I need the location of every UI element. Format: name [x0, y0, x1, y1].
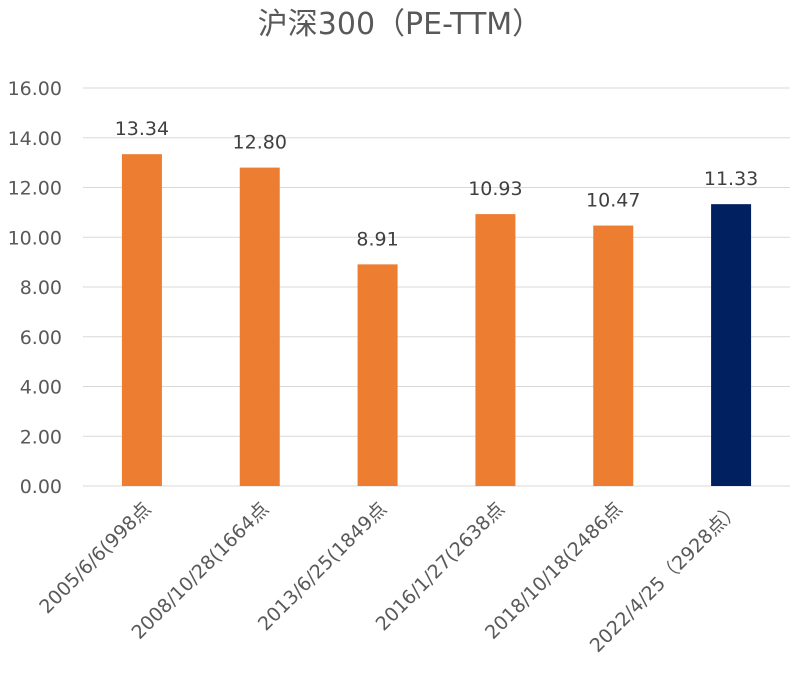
y-tick-label: 12.00 — [8, 178, 62, 200]
data-label: 8.91 — [356, 228, 398, 250]
y-tick-label: 4.00 — [20, 377, 62, 399]
y-tick-label: 16.00 — [8, 78, 62, 100]
bar — [475, 214, 516, 486]
y-tick-label: 8.00 — [20, 277, 62, 299]
data-label: 12.80 — [233, 132, 287, 154]
bar — [593, 225, 634, 486]
y-tick-label: 0.00 — [20, 476, 62, 498]
y-tick-label: 2.00 — [20, 426, 62, 448]
bar — [121, 154, 162, 487]
data-label: 10.93 — [468, 178, 522, 200]
x-category-label: 2008/10/28(1664点 — [127, 498, 273, 644]
y-axis-ticks: 0.00 2.00 4.00 6.00 8.00 10.00 12.00 14.00 16.00 — [8, 78, 62, 498]
data-labels: 13.34 12.80 8.91 10.93 10.47 11.33 — [115, 118, 759, 250]
bar — [239, 167, 280, 486]
x-category-label: 2005/6/6(998点 — [35, 498, 155, 618]
bar — [711, 204, 752, 486]
y-tick-label: 14.00 — [8, 128, 62, 150]
x-category-label: 2013/6/25(1849点 — [254, 498, 391, 635]
x-category-label: 2016/1/27(2638点 — [372, 498, 509, 635]
chart-title: 沪深300（PE-TTM） — [258, 7, 542, 42]
y-tick-label: 6.00 — [20, 327, 62, 349]
bars — [121, 154, 752, 487]
data-label: 10.47 — [586, 190, 640, 212]
data-label: 13.34 — [115, 118, 169, 140]
x-axis-categories: 2005/6/6(998点2008/10/28(1664点2013/6/25(1… — [35, 498, 744, 657]
y-tick-label: 10.00 — [8, 227, 62, 249]
gridlines — [83, 87, 790, 487]
data-label: 11.33 — [704, 168, 758, 190]
bar — [357, 264, 398, 486]
